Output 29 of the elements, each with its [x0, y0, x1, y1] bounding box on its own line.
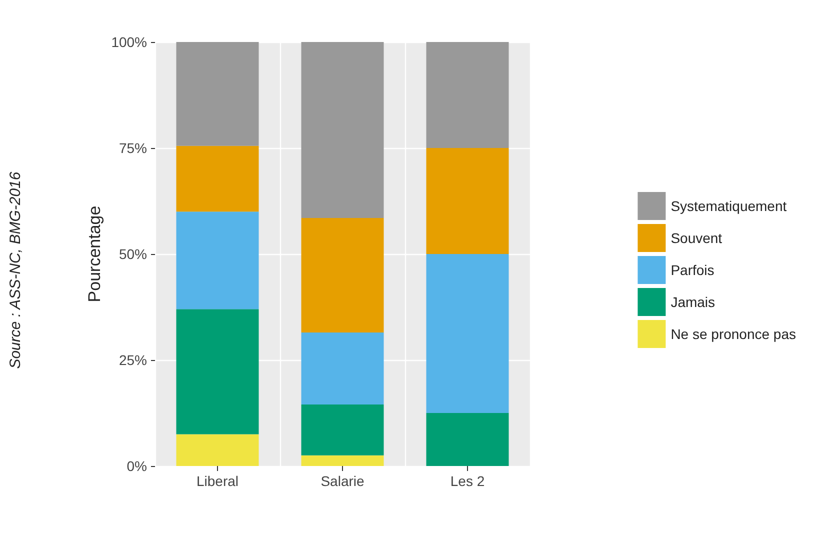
bar — [301, 404, 384, 456]
bar — [176, 212, 259, 310]
bar — [301, 332, 384, 405]
bar — [301, 218, 384, 332]
bar — [426, 413, 509, 466]
bar — [426, 148, 509, 254]
bar — [176, 434, 259, 466]
y-tick-label: 75% — [118, 140, 147, 156]
y-tick-label: 50% — [118, 246, 147, 262]
legend-label: Jamais — [670, 294, 716, 310]
bar — [301, 42, 384, 218]
y-tick-label: 100% — [111, 34, 147, 50]
bar — [176, 309, 259, 434]
y-tick-label: 0% — [126, 458, 147, 474]
bar — [176, 42, 259, 146]
bar — [426, 42, 509, 148]
bar — [176, 146, 259, 212]
legend-label: Parfois — [670, 262, 714, 278]
legend-label: Souvent — [670, 230, 722, 246]
y-tick-label: 25% — [118, 352, 147, 368]
x-tick-label: Les 2 — [450, 473, 485, 489]
x-tick-label: Liberal — [196, 473, 239, 489]
source-note: Source : ASS-NC, BMG-2016 — [7, 171, 24, 369]
x-tick-label: Salarie — [320, 473, 364, 489]
legend-label: Systematiquement — [670, 198, 787, 214]
bar — [426, 254, 509, 413]
legend-label: Ne se prononce pas — [670, 326, 796, 342]
bar — [301, 455, 384, 466]
y-axis-title: Pourcentage — [85, 206, 104, 302]
